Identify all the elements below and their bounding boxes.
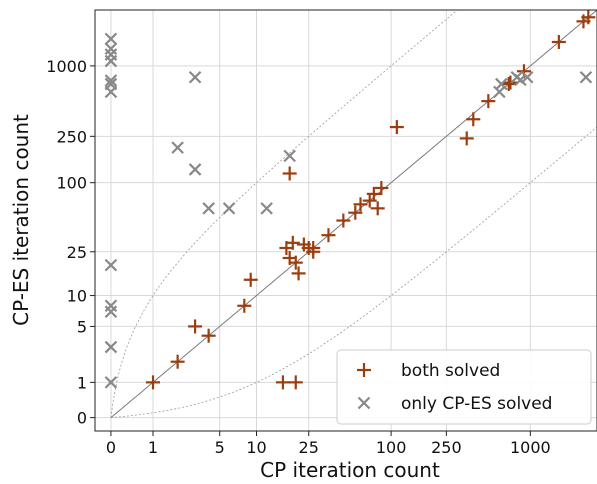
point-only-cp-es-solved: [104, 77, 118, 91]
point-only-cp-es-solved: [520, 70, 534, 84]
plot-frame: [94, 9, 597, 432]
y-tick-label: 1000: [46, 57, 87, 76]
legend-marker-plus: [357, 363, 371, 377]
y-tick-label: 1: [77, 373, 87, 392]
point-both-solved: [146, 375, 161, 390]
point-both-solved: [201, 328, 216, 343]
point-only-cp-es-solved: [188, 163, 202, 176]
point-both-solved: [551, 34, 566, 49]
point-only-cp-es-solved: [104, 74, 118, 87]
point-only-cp-es-solved: [188, 70, 202, 84]
point-only-cp-es-solved: [260, 202, 273, 215]
legend-box: [336, 349, 592, 425]
legend-label-both-solved: both solved: [401, 361, 500, 381]
point-both-solved: [459, 131, 474, 146]
y-tick-label: 25: [67, 243, 87, 262]
point-only-cp-es-solved: [104, 376, 118, 389]
y-axis-ticks: 0 1 5 10 25 100 250 1000: [46, 57, 95, 428]
y-tick-label: 5: [77, 317, 87, 336]
point-both-solved: [581, 10, 596, 25]
grid: [95, 10, 597, 431]
point-both-solved: [188, 319, 203, 334]
reference-line-10x: [110, 10, 459, 418]
y-axis-title: CP-ES iteration count: [9, 114, 33, 326]
point-both-solved: [466, 112, 481, 127]
point-both-solved: [353, 197, 368, 212]
y-tick-label: 250: [56, 127, 87, 146]
reference-line-identity: [110, 10, 597, 419]
y-tick-label: 100: [56, 174, 87, 193]
point-both-solved: [321, 228, 336, 243]
x-tick-label: 5: [215, 438, 225, 457]
data-points: [104, 10, 596, 390]
y-tick-label: 10: [67, 287, 87, 306]
point-only-cp-es-solved: [171, 141, 184, 154]
point-both-solved: [282, 166, 297, 181]
point-both-solved: [291, 266, 306, 281]
legend-marker-only-cp-es-solved: [357, 396, 371, 410]
point-both-solved: [374, 180, 389, 195]
point-both-solved: [348, 205, 363, 220]
x-tick-label: 250: [431, 438, 462, 457]
point-only-cp-es-solved: [104, 299, 118, 313]
point-only-cp-es-solved: [493, 85, 506, 99]
legend-marker-both-solved: [357, 363, 371, 377]
x-tick-label: 10: [246, 438, 266, 457]
point-both-solved: [370, 201, 385, 216]
legend-label-only-cp-es-solved: only CP-ES solved: [401, 394, 552, 414]
point-only-cp-es-solved: [104, 42, 118, 56]
point-only-cp-es-solved: [579, 70, 593, 84]
x-tick-label: 1: [148, 438, 158, 457]
x-tick-label: 1000: [510, 438, 551, 457]
x-tick-label: 100: [376, 438, 407, 457]
point-both-solved: [170, 354, 185, 369]
point-only-cp-es-solved: [104, 340, 118, 354]
point-both-solved: [306, 240, 321, 255]
reference-lines: [110, 10, 597, 419]
point-only-cp-es-solved: [283, 149, 296, 163]
point-both-solved: [389, 120, 404, 135]
point-only-cp-es-solved: [514, 73, 527, 87]
x-tick-label: 25: [299, 438, 319, 457]
point-both-solved: [503, 75, 518, 90]
point-both-solved: [481, 94, 496, 109]
point-both-solved: [275, 375, 290, 390]
point-both-solved: [237, 298, 252, 313]
x-tick-label: 0: [106, 438, 116, 457]
point-only-cp-es-solved: [202, 202, 215, 215]
point-both-solved: [366, 186, 381, 201]
point-both-solved: [243, 272, 258, 287]
x-axis-ticks: 0 1 5 10 25 100 250 1000: [106, 431, 551, 457]
point-only-cp-es-solved: [495, 77, 508, 91]
point-only-cp-es-solved: [104, 258, 118, 272]
legend: both solved only CP-ES solved: [336, 349, 592, 425]
y-tick-label: 0: [77, 409, 87, 428]
point-only-cp-es-solved: [104, 32, 118, 46]
point-both-solved: [501, 77, 516, 92]
point-both-solved: [288, 255, 303, 270]
point-only-cp-es-solved: [222, 202, 236, 215]
x-axis-title: CP iteration count: [260, 458, 440, 480]
point-both-solved: [336, 213, 351, 228]
point-both-solved: [285, 235, 300, 250]
point-only-cp-es-solved: [104, 48, 118, 61]
legend-marker-x: [357, 396, 371, 410]
point-both-solved: [288, 375, 303, 390]
